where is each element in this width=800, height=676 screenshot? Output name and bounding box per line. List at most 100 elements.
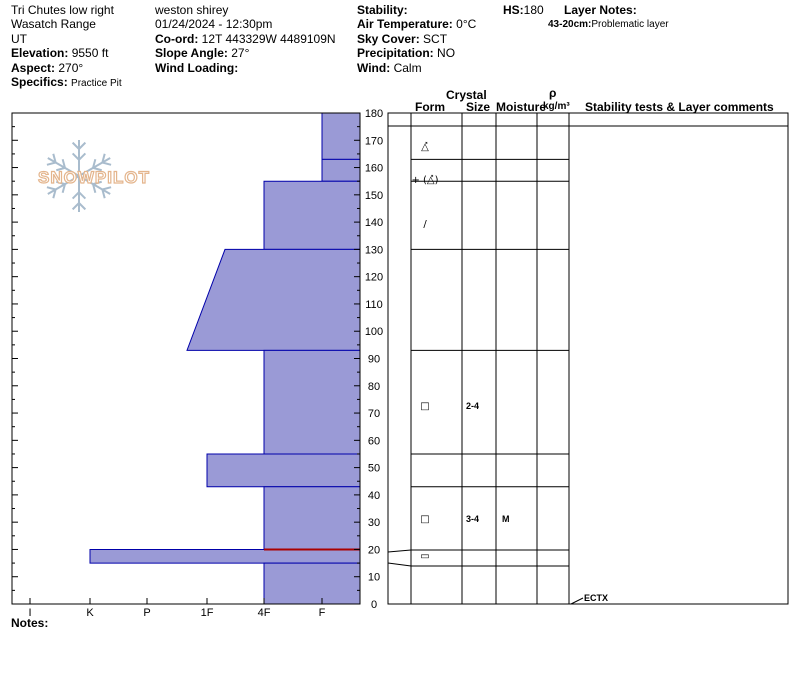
snowflake-branch (71, 152, 80, 161)
y-tick-label: 130 (365, 244, 383, 256)
snowflake-branch (78, 141, 87, 150)
y-tick-label: 110 (365, 299, 383, 311)
snowflake-branch (78, 191, 87, 200)
snowflake-branch (61, 183, 66, 194)
layer-grain-form: ▭ (420, 551, 429, 562)
snowflake-branch (102, 161, 112, 166)
y-tick-label: 20 (368, 544, 380, 556)
snowflake-branch (71, 191, 80, 200)
specifics-label: Specifics: (11, 75, 68, 89)
snowflake-icon (46, 140, 112, 212)
snowflake-arm (78, 175, 111, 195)
precip-value: NO (437, 46, 456, 60)
hardness-layer (263, 180, 361, 250)
wind-value: Calm (393, 61, 422, 75)
y-tick-label: 10 (368, 572, 380, 584)
y-tick-label: 120 (365, 272, 383, 284)
layer-note-text: Problematic layer (591, 19, 669, 30)
leader-line (387, 549, 412, 553)
datetime: 01/24/2024 - 12:30pm (155, 17, 273, 31)
x-tick-label: K (86, 607, 94, 619)
slope-label: Slope Angle: (155, 46, 228, 60)
size-header: Size (466, 100, 491, 114)
wind-loading-label: Wind Loading: (155, 61, 239, 75)
x-tick-label: 4F (258, 607, 271, 619)
hardness-layer (263, 349, 361, 455)
state-name: UT (11, 32, 27, 46)
snowflake-branch (52, 153, 57, 163)
snowflake-branch (71, 202, 80, 211)
wind-loading: Wind Loading: (155, 61, 238, 75)
snowflake-branch (61, 158, 66, 169)
precip-label: Precipitation: (357, 46, 434, 60)
y-tick-label: 0 (371, 599, 377, 611)
elevation: Elevation: 9550 ft (11, 46, 108, 60)
snowflake-arm (47, 157, 80, 177)
snowflake-branch (46, 186, 56, 191)
hardness-layer (206, 453, 361, 488)
wind: Wind: Calm (357, 61, 422, 75)
stability-test-label: ECTX (584, 593, 608, 603)
y-tick-label: 40 (368, 490, 380, 502)
hardness-layer (321, 158, 361, 182)
layer-grain-form: △̽ (421, 141, 429, 153)
hs-label: HS: (503, 3, 524, 17)
y-tick-label: 60 (368, 435, 380, 447)
location-name: Tri Chutes low right (11, 3, 114, 17)
layer-grain-size: 3-4 (466, 514, 479, 524)
y-tick-label: 160 (365, 163, 383, 175)
snowflake-branch (56, 166, 66, 172)
coord-value: 12T 443329W 4489109N (201, 32, 336, 46)
snowflake-branch (102, 186, 112, 191)
snowpilot-logo: SNOWPILOT (37, 140, 150, 212)
x-tick-label: I (28, 607, 31, 619)
snowflake-arm (78, 157, 111, 177)
moisture-header: Moisture (496, 100, 547, 114)
aspect: Aspect: 270° (11, 61, 83, 75)
slope-value: 27° (231, 46, 250, 60)
hardness-layer (263, 486, 361, 550)
layer-note: 43-20cm:Problematic layer (548, 18, 669, 32)
layer-table-frame (387, 112, 789, 605)
specifics-value: Practice Pit (71, 78, 122, 89)
snowflake-branch (101, 153, 106, 163)
layer-grain-form: □ (420, 401, 429, 412)
aspect-value: 270° (58, 61, 84, 75)
y-tick-label: 150 (365, 190, 383, 202)
snowflake-branch (56, 180, 66, 186)
sky-cover: Sky Cover: SCT (357, 32, 447, 46)
hardness-layer (263, 562, 361, 605)
density-symbol: ρ (549, 86, 557, 100)
snowflake-branch (92, 158, 97, 169)
density-unit: kg/m³ (543, 101, 570, 112)
coordinates: Co-ord: 12T 443329W 4489109N (155, 32, 336, 46)
snowflake-branch (52, 189, 57, 199)
elevation-value: 9550 ft (71, 46, 109, 60)
crystal-header: Crystal (446, 88, 487, 102)
logo-text: SNOWPILOT (38, 168, 150, 187)
coord-label: Co-ord: (155, 32, 199, 46)
slope-angle: Slope Angle: 27° (155, 46, 249, 60)
y-tick-label: 30 (368, 517, 380, 529)
x-tick-label: F (319, 607, 326, 619)
elevation-label: Elevation: (11, 46, 69, 60)
y-tick-label: 50 (368, 463, 380, 475)
hardness-layer (321, 112, 361, 160)
specifics: Specifics: Practice Pit (11, 75, 122, 91)
air-temp-value: 0°C (456, 17, 477, 31)
snowflake-branch (92, 180, 102, 186)
air-temp-label: Air Temperature: (357, 17, 453, 31)
sky-label: Sky Cover: (357, 32, 420, 46)
layer-note-range: 43-20cm: (548, 19, 592, 30)
range-name: Wasatch Range (11, 17, 96, 31)
wind-label: Wind: (357, 61, 391, 75)
hs-value: 180 (523, 3, 544, 17)
y-tick-label: 70 (368, 408, 380, 420)
snowflake-branch (101, 189, 106, 199)
hardness-layer (89, 548, 361, 564)
precipitation: Precipitation: NO (357, 46, 455, 60)
snow-height: HS:180 (503, 3, 544, 17)
snowflake-branch (78, 152, 87, 161)
aspect-label: Aspect: (11, 61, 56, 75)
y-tick-label: 140 (365, 217, 383, 229)
